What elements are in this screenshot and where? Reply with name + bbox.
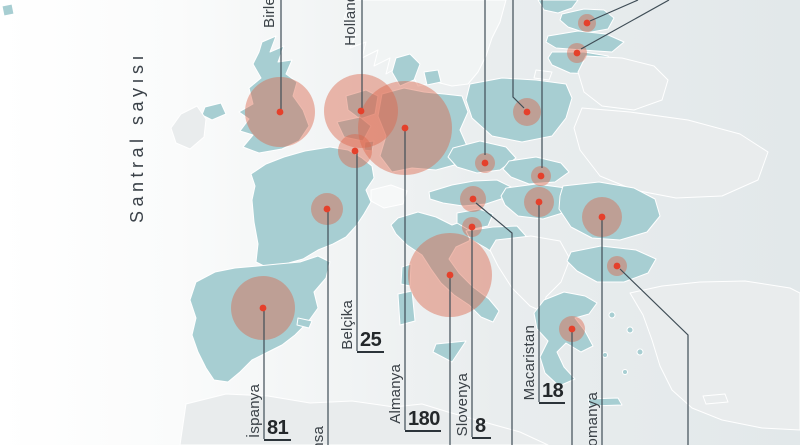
country-turkey (629, 280, 800, 431)
dot-spain (259, 304, 267, 312)
dot-estonia (583, 19, 591, 27)
country-czechia (447, 140, 517, 174)
country-bulgaria (566, 245, 657, 283)
leader-line-lithuania (580, 0, 670, 50)
leader-line-austria (475, 202, 513, 445)
country-united-kingdom (238, 35, 310, 154)
country-ireland (170, 105, 207, 150)
dot-italy (446, 271, 454, 279)
region-north-africa (179, 393, 549, 445)
country-kaliningrad (533, 69, 553, 81)
country-romania (558, 181, 661, 241)
country-slovenia (456, 208, 494, 231)
leader-line-bulgaria (619, 268, 689, 445)
country-switzerland (370, 184, 408, 209)
country-denmark (391, 53, 421, 87)
country-iberia (189, 255, 331, 383)
dot-hungary (535, 198, 543, 206)
country-denmark-island (423, 69, 442, 86)
island-aegean-2 (626, 326, 634, 334)
dot-czechia (481, 159, 489, 167)
country-belarus (577, 55, 669, 111)
country-ukraine (573, 107, 769, 199)
country-france (250, 146, 375, 268)
dot-slovakia (537, 172, 545, 180)
dot-germany (401, 124, 409, 132)
country-finland (537, 0, 579, 14)
island-aegean-5 (622, 369, 628, 375)
dot-france (323, 205, 331, 213)
dot-greece (568, 325, 576, 333)
dot-lithuania (573, 49, 581, 57)
island-aegean-3 (602, 352, 608, 358)
dot-netherlands (357, 107, 365, 115)
leader-line-poland (512, 0, 525, 109)
map-title: Santral sayısı (127, 50, 147, 223)
country-greece (533, 291, 598, 387)
dot-layer (259, 19, 621, 333)
dot-romania (598, 213, 606, 221)
island-crete (587, 397, 623, 407)
country-slovakia (502, 156, 570, 185)
island-sardinia (397, 290, 416, 326)
island-corsica (400, 263, 412, 287)
leader-line-layer (263, 0, 689, 445)
leader-line-estonia (589, 0, 639, 22)
dot-united-kingdom (276, 108, 284, 116)
dot-bulgaria (613, 262, 621, 270)
dot-slovenia (468, 223, 476, 231)
island-cyprus (702, 393, 729, 405)
island-top-left (1, 3, 15, 17)
dot-poland (523, 108, 531, 116)
island-balearic (296, 317, 313, 329)
island-aegean-4 (636, 348, 644, 356)
dot-belgium (351, 147, 359, 155)
country-poland (465, 77, 573, 143)
island-aegean-1 (608, 311, 616, 319)
dot-austria (469, 195, 477, 203)
country-belgium (336, 116, 372, 142)
country-luxembourg (363, 140, 375, 152)
